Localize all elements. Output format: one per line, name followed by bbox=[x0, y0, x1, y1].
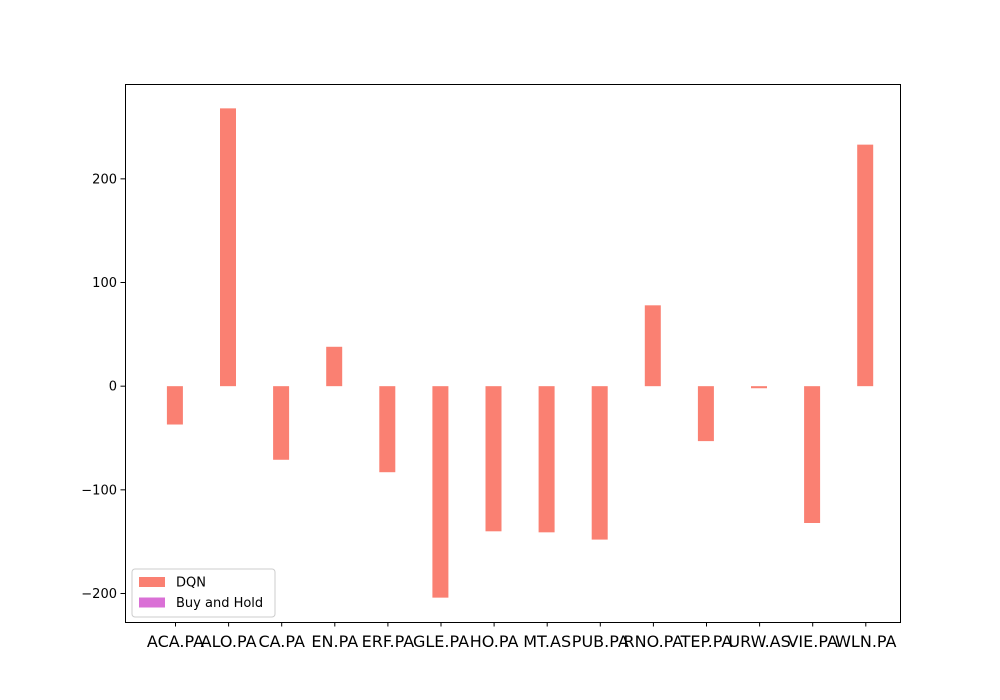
y-tick-label: 100 bbox=[92, 276, 117, 291]
bar-dqn-ca-pa bbox=[273, 386, 290, 460]
y-tick-label: −100 bbox=[81, 483, 117, 498]
bar-dqn-ho-pa bbox=[485, 386, 502, 532]
legend-swatch-buy-and-hold bbox=[139, 597, 165, 608]
x-tick-label: GLE.PA bbox=[413, 632, 469, 651]
x-tick-label: CA.PA bbox=[258, 632, 305, 651]
bar-dqn-gle-pa bbox=[432, 386, 449, 598]
x-tick-label: TEP.PA bbox=[680, 632, 733, 651]
legend-box bbox=[131, 568, 276, 618]
bar-dqn-urw-as bbox=[751, 386, 767, 389]
bar-dqn-tep-pa bbox=[697, 386, 714, 442]
legend-label-buy-and-hold: Buy and Hold bbox=[176, 596, 263, 611]
x-tick-label: HO.PA bbox=[470, 632, 519, 651]
x-tick-label: ACA.PA bbox=[147, 632, 204, 651]
x-tick-label: RNO.PA bbox=[624, 632, 684, 651]
bar-dqn-rno-pa bbox=[644, 305, 661, 387]
x-tick-label: PUB.PA bbox=[572, 632, 629, 651]
x-tick-label: EN.PA bbox=[311, 632, 358, 651]
x-tick-label: URW.AS bbox=[728, 632, 790, 651]
legend-label-dqn: DQN bbox=[176, 576, 206, 591]
y-tick-label: 200 bbox=[92, 172, 117, 187]
bar-dqn-mt-as bbox=[538, 386, 555, 533]
y-axis: −200 −100 0 100 200 bbox=[81, 172, 125, 602]
x-tick-label: ALO.PA bbox=[201, 632, 257, 651]
bars-group bbox=[166, 108, 874, 598]
x-tick-label: WLN.PA bbox=[835, 632, 896, 651]
x-tick-label: MT.AS bbox=[523, 632, 571, 651]
bar-dqn-alo-pa bbox=[220, 108, 236, 387]
y-tick-label: −200 bbox=[81, 587, 117, 602]
bar-dqn-vie-pa bbox=[804, 386, 821, 523]
x-tick-label: ERF.PA bbox=[362, 632, 415, 651]
legend-swatch-dqn bbox=[139, 577, 165, 587]
bar-dqn-erf-pa bbox=[379, 386, 396, 473]
y-tick-label: 0 bbox=[109, 380, 117, 395]
bar-dqn-wln-pa bbox=[857, 144, 874, 387]
bar-dqn-en-pa bbox=[326, 346, 343, 387]
bar-dqn-aca-pa bbox=[166, 386, 183, 425]
legend: DQN Buy and Hold bbox=[131, 568, 276, 618]
x-tick-label: VIE.PA bbox=[787, 632, 837, 651]
bar-dqn-pub-pa bbox=[591, 386, 608, 540]
plot-frame bbox=[125, 84, 901, 623]
